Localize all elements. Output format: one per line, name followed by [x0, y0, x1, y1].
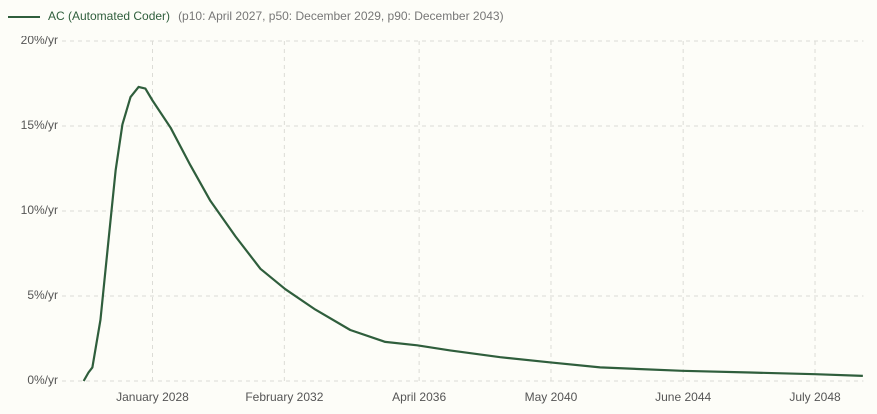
legend-label: AC (Automated Coder) [48, 9, 170, 23]
x-tick-label: January 2028 [116, 390, 189, 404]
x-tick-label: April 2036 [392, 390, 446, 404]
y-tick-label: 5%/yr [27, 288, 58, 302]
y-tick-label: 20%/yr [21, 33, 58, 47]
y-tick-label: 10%/yr [21, 203, 58, 217]
x-tick-label: May 2040 [525, 390, 578, 404]
x-tick-label: June 2044 [655, 390, 711, 404]
x-tick-label: February 2032 [245, 390, 323, 404]
data-line [82, 85, 863, 382]
legend-note: (p10: April 2027, p50: December 2029, p9… [178, 9, 504, 23]
y-tick-label: 15%/yr [21, 118, 58, 132]
plot-area: 0%/yr 5%/yr 10%/yr 15%/yr 20%/yr January 2028… [21, 33, 864, 404]
y-tick-label: 0%/yr [27, 373, 58, 387]
x-tick-label: July 2048 [789, 390, 841, 404]
